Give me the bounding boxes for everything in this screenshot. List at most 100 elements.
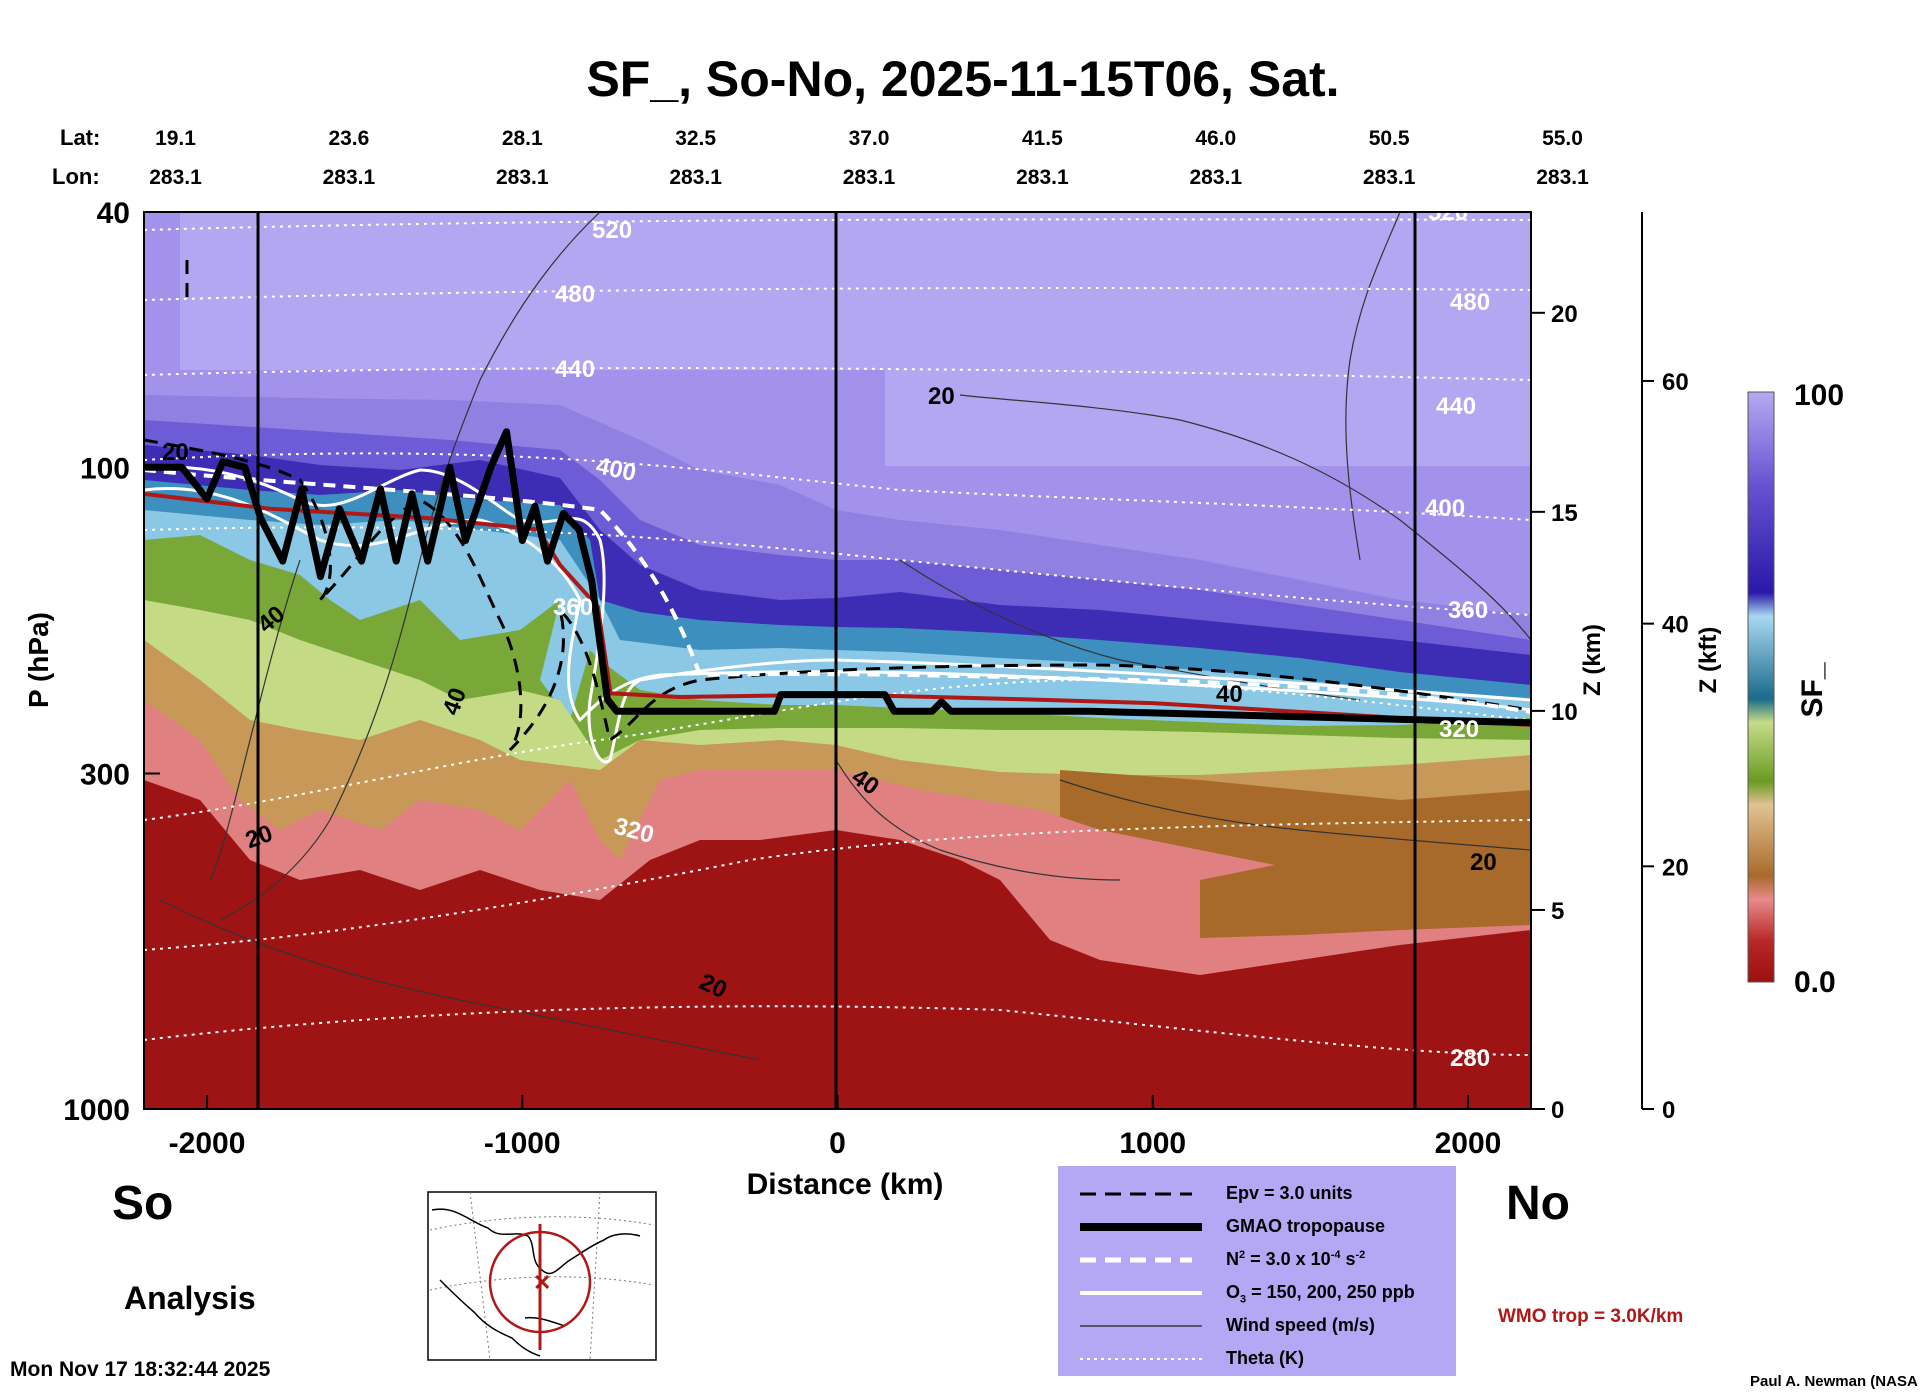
- wind-contour: [1345, 212, 1401, 561]
- analysis-label: Analysis: [124, 1280, 256, 1316]
- theta-line: [144, 819, 1531, 951]
- legend-n2-unit: s: [1340, 1249, 1356, 1269]
- theta-label: 400: [1425, 495, 1465, 522]
- zkm-tick-label: 10: [1551, 699, 1578, 726]
- zkft-tick-label: 20: [1662, 854, 1689, 881]
- wind-contour: [959, 394, 1531, 641]
- legend-gmao: GMAO tropopause: [1226, 1216, 1386, 1236]
- zkm-tick-label: 20: [1551, 301, 1578, 328]
- z-kft-axis: 0 20 40 60: [1641, 212, 1689, 1124]
- lat-value: 23.6: [328, 127, 369, 150]
- credit: Paul A. Newman (NASA: [1750, 1373, 1918, 1390]
- location-map: ✕: [427, 1191, 657, 1361]
- epv-contours: [144, 260, 1531, 752]
- x-tick-label: 0: [829, 1127, 846, 1160]
- z-kft-label: Z (kft): [1695, 627, 1722, 694]
- colorbar: [1747, 391, 1775, 983]
- wmo-tropopause-line: [144, 491, 1531, 727]
- wind-contour: [219, 212, 601, 921]
- z-km-label: Z (km): [1579, 624, 1606, 696]
- lat-value: 37.0: [849, 127, 890, 150]
- p-tick-label: 1000: [63, 1094, 130, 1127]
- p-tick-label: 300: [80, 758, 130, 791]
- lon-value: 283.1: [496, 166, 549, 189]
- theta-label: 360: [553, 594, 593, 621]
- theta-line: [144, 452, 1531, 521]
- theta-line: [144, 678, 1531, 821]
- zkm-tick-label: 0: [1551, 1097, 1564, 1124]
- z-km-axis: 0 5 10 15 20: [1531, 301, 1578, 1124]
- legend-n2-exp: -4: [1330, 1249, 1341, 1261]
- zkm-tick-label: 15: [1551, 500, 1578, 527]
- lat-value: 28.1: [502, 127, 543, 150]
- x-tick-label: -2000: [169, 1127, 246, 1160]
- south-label: So: [112, 1177, 174, 1230]
- lon-value: 283.1: [1363, 166, 1416, 189]
- theta-label: 480: [555, 281, 595, 308]
- lat-value: 50.5: [1369, 127, 1410, 150]
- theta-label: 440: [555, 356, 595, 383]
- legend-n2-unit-exp: -2: [1355, 1249, 1366, 1261]
- legend-o3-text: = 150, 200, 250 ppb: [1246, 1282, 1415, 1302]
- colorbar-min: 0.0: [1794, 966, 1836, 999]
- wind-contour: [209, 559, 301, 881]
- lat-value: 46.0: [1195, 127, 1236, 150]
- lon-value: 283.1: [669, 166, 722, 189]
- lon-value: 283.1: [323, 166, 376, 189]
- colorbar-label: SF_: [1796, 662, 1829, 717]
- zkm-tick-label: 5: [1551, 898, 1564, 925]
- colorbar-max: 100: [1794, 379, 1844, 412]
- theta-label: 320: [1439, 716, 1479, 743]
- lon-value: 283.1: [149, 166, 202, 189]
- theta-label: 280: [1450, 1045, 1490, 1072]
- theta-label: 480: [1450, 289, 1490, 316]
- theta-label: 520: [592, 217, 632, 244]
- lon-value: 283.1: [1016, 166, 1069, 189]
- x-tick-label: 1000: [1119, 1127, 1186, 1160]
- theta-label: 440: [1436, 393, 1476, 420]
- wind-label: 40: [1216, 681, 1243, 708]
- legend-n2-text: = 3.0 x 10: [1245, 1249, 1331, 1269]
- legend-o3-symbol: O: [1226, 1282, 1241, 1302]
- map-center-marker: ✕: [533, 1270, 551, 1295]
- gmao-tropopause-line: [144, 428, 1531, 727]
- north-label: No: [1506, 1177, 1570, 1230]
- timestamp: Mon Nov 17 18:32:44 2025: [10, 1358, 271, 1381]
- wind-label: 20: [162, 439, 189, 466]
- legend-n2: N2 = 3.0 x 10-4 s-2: [1226, 1249, 1365, 1270]
- legend-samples: [1080, 1192, 1202, 1360]
- zkft-tick-label: 0: [1662, 1097, 1675, 1124]
- lon-value: 283.1: [1189, 166, 1242, 189]
- lat-label: Lat:: [60, 125, 100, 150]
- pressure-axis: 40 100 300 1000: [63, 197, 160, 1127]
- legend-wind: Wind speed (m/s): [1226, 1315, 1375, 1335]
- lat-value: 32.5: [675, 127, 716, 150]
- lat-value: 19.1: [155, 127, 196, 150]
- y-axis-label: P (hPa): [23, 612, 54, 708]
- x-axis-label: Distance (km): [747, 1168, 944, 1201]
- n2-line: [144, 468, 1531, 714]
- lat-lon-header: 19.1 283.1 23.6 283.1 28.1 283.1 32.5 283.1 37.0…: [149, 127, 1589, 189]
- theta-line: [144, 1005, 1531, 1056]
- wind-label: 20: [1470, 849, 1497, 876]
- lon-value: 283.1: [1536, 166, 1589, 189]
- lat-value: 55.0: [1542, 127, 1583, 150]
- zkft-tick-label: 60: [1662, 369, 1689, 396]
- section-markers: [256, 212, 1417, 1109]
- p-tick-label: 100: [80, 452, 130, 485]
- p-tick-label: 40: [97, 197, 130, 230]
- legend-epv: Epv = 3.0 units: [1226, 1183, 1353, 1203]
- legend-n2-sup: 2: [1239, 1249, 1246, 1261]
- chart-title: SF_, So-No, 2025-11-15T06, Sat.: [586, 51, 1340, 107]
- wind-label: 20: [928, 383, 955, 410]
- lat-value: 41.5: [1022, 127, 1063, 150]
- zkft-tick-label: 40: [1662, 612, 1689, 639]
- legend-o3: O3 = 150, 200, 250 ppb: [1226, 1282, 1415, 1306]
- x-axis: -2000 -1000 0 1000 2000: [169, 1095, 1501, 1160]
- legend-theta: Theta (K): [1226, 1348, 1304, 1368]
- wind-contour: [1059, 779, 1531, 851]
- legend-o3-sub: 3: [1240, 1293, 1247, 1306]
- theta-label: 520: [1428, 199, 1468, 226]
- wind-contour: [159, 899, 761, 1061]
- theta-label: 360: [1448, 597, 1488, 624]
